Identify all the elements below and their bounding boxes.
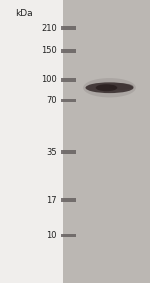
- Bar: [61, 78, 76, 82]
- Text: 100: 100: [41, 75, 57, 84]
- Text: 70: 70: [46, 96, 57, 105]
- Bar: [61, 198, 76, 202]
- Text: 10: 10: [46, 231, 57, 240]
- Bar: [61, 98, 76, 102]
- Bar: [61, 234, 76, 237]
- Ellipse shape: [85, 82, 134, 93]
- Bar: [61, 151, 76, 154]
- Bar: [63, 0, 150, 283]
- Ellipse shape: [96, 84, 117, 91]
- Text: 17: 17: [46, 196, 57, 205]
- Bar: [61, 49, 76, 53]
- Bar: [63, 0, 150, 283]
- Ellipse shape: [83, 78, 136, 97]
- Text: 210: 210: [41, 24, 57, 33]
- Text: 35: 35: [46, 148, 57, 157]
- Text: kDa: kDa: [15, 9, 33, 18]
- Text: 150: 150: [41, 46, 57, 55]
- Bar: [61, 26, 76, 30]
- Ellipse shape: [110, 83, 134, 90]
